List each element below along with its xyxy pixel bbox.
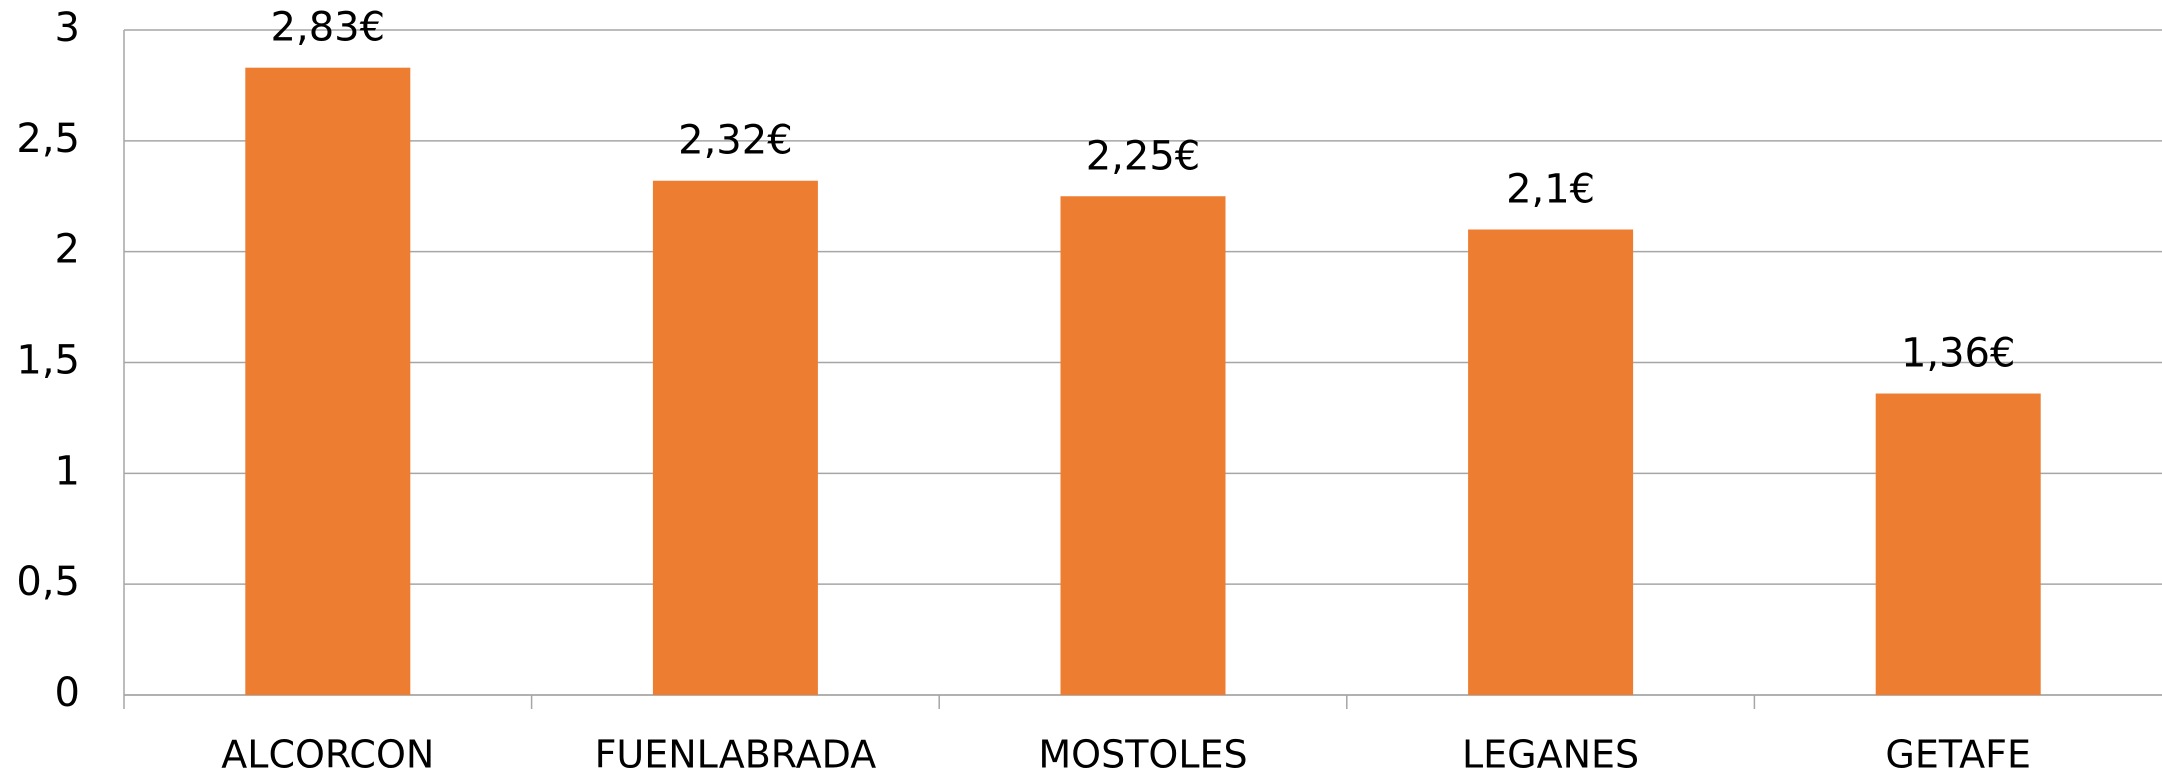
data-label: 2,25€	[1086, 133, 1201, 179]
data-label: 1,36€	[1901, 331, 2016, 377]
y-tick-label: 0	[55, 670, 80, 716]
y-tick-label: 2,5	[16, 116, 80, 162]
y-tick-label: 1,5	[16, 338, 80, 384]
x-tick-label: ALCORCON	[221, 733, 434, 777]
data-label: 2,1€	[1506, 167, 1595, 213]
y-tick-label: 1	[55, 448, 80, 494]
y-tick-label: 3	[55, 5, 80, 51]
data-label: 2,32€	[678, 118, 793, 164]
x-tick-label: FUENLABRADA	[595, 733, 877, 777]
y-tick-label: 0,5	[16, 559, 80, 605]
bar	[245, 67, 411, 695]
bar	[1468, 229, 1634, 695]
x-tick-label: MOSTOLES	[1038, 733, 1247, 777]
x-tick-label: GETAFE	[1885, 733, 2031, 777]
bar	[1875, 393, 2041, 695]
y-tick-label: 2	[55, 227, 80, 273]
x-tick-label: LEGANES	[1462, 733, 1639, 777]
bar	[1060, 196, 1226, 695]
bar	[652, 180, 818, 695]
data-label: 2,83€	[271, 5, 386, 51]
